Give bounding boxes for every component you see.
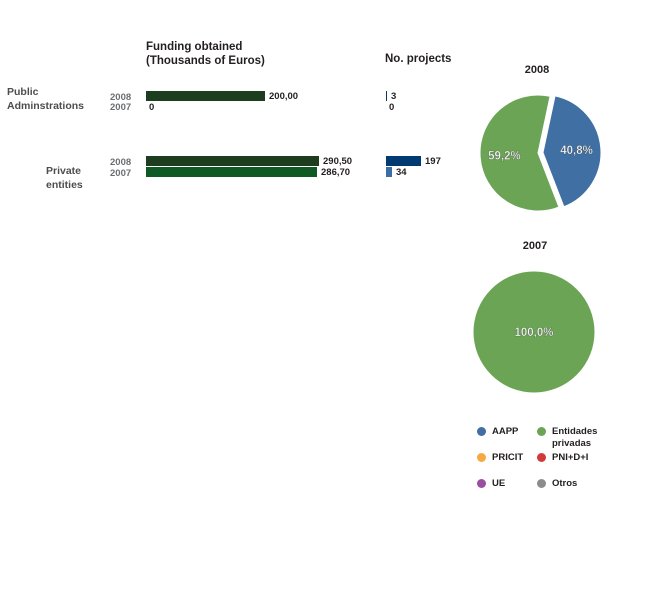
legend-label-entidades-privadas: Entidades privadas bbox=[552, 426, 598, 449]
pie-slice-aapp bbox=[542, 95, 602, 208]
projects-value-2007-public: 0 bbox=[389, 101, 395, 113]
legend-dot-aapp bbox=[477, 427, 486, 436]
funding-value-2008-private: 290,50 bbox=[323, 155, 353, 167]
projects-bar-2007-private bbox=[386, 167, 392, 177]
funding-bar-2007-private bbox=[146, 167, 317, 177]
funding-value-2007-public: 0 bbox=[149, 101, 155, 113]
legend-item-ue: UE bbox=[477, 478, 505, 490]
projects-value-2008-public: 3 bbox=[391, 90, 397, 102]
pie-label-aapp: 40,8% bbox=[560, 145, 593, 157]
legend-dot-pni bbox=[537, 453, 546, 462]
funding-bar-2008-private bbox=[146, 156, 319, 166]
legend-item-pricit: PRICIT bbox=[477, 452, 523, 464]
funding-value-2007-private: 286,70 bbox=[321, 166, 351, 178]
projects-value-2007-private: 34 bbox=[396, 166, 407, 178]
projects-bar-2008-public bbox=[386, 91, 387, 101]
funding-bar-2008-public bbox=[146, 91, 265, 101]
funding-value-2008-public: 200,00 bbox=[269, 90, 299, 102]
legend-item-entidades-privadas: Entidades privadas bbox=[537, 426, 597, 450]
projects-chart-title: No. projects bbox=[385, 53, 452, 65]
category-label-private: Private entities bbox=[46, 165, 83, 191]
year-label-2007-private: 2007 bbox=[110, 168, 132, 179]
funding-chart-title: Funding obtained (Thousands of Euros) bbox=[146, 41, 265, 67]
legend-dot-entidades-privadas bbox=[537, 427, 546, 436]
legend-item-pni: PNI+D+I bbox=[537, 452, 588, 464]
legend-item-otros: Otros bbox=[537, 478, 577, 490]
pie-title-2008: 2008 bbox=[524, 64, 550, 76]
pie-slice-entidades-privadas bbox=[479, 94, 560, 212]
legend-label-pni: PNI+D+I bbox=[552, 452, 589, 463]
legend-dot-ue bbox=[477, 479, 486, 488]
pie-title-2007: 2007 bbox=[522, 240, 548, 252]
category-label-public: Public Adminstrations bbox=[7, 86, 85, 112]
pie-label-entidades-privadas: 59,2% bbox=[488, 151, 521, 163]
pie-slice-entidades-privadas bbox=[472, 270, 596, 394]
projects-value-2008-private: 197 bbox=[425, 155, 441, 167]
year-label-2008-public: 2008 bbox=[110, 92, 132, 103]
projects-bar-2008-private bbox=[386, 156, 421, 166]
legend-label-pricit: PRICIT bbox=[492, 452, 524, 463]
year-label-2007-public: 2007 bbox=[110, 102, 132, 113]
legend-dot-pricit bbox=[477, 453, 486, 462]
legend-item-aapp: AAPP bbox=[477, 426, 518, 438]
legend-label-aapp: AAPP bbox=[492, 426, 519, 437]
pie-label-entidades-privadas: 100,0% bbox=[514, 327, 553, 339]
legend-label-ue: UE bbox=[492, 478, 506, 489]
year-label-2008-private: 2008 bbox=[110, 157, 132, 168]
legend-dot-otros bbox=[537, 479, 546, 488]
legend-label-otros: Otros bbox=[552, 478, 578, 489]
pie-chart-2008: 40,8% 59,2% bbox=[479, 94, 602, 212]
pie-chart-2007: 100,0% bbox=[472, 270, 596, 394]
